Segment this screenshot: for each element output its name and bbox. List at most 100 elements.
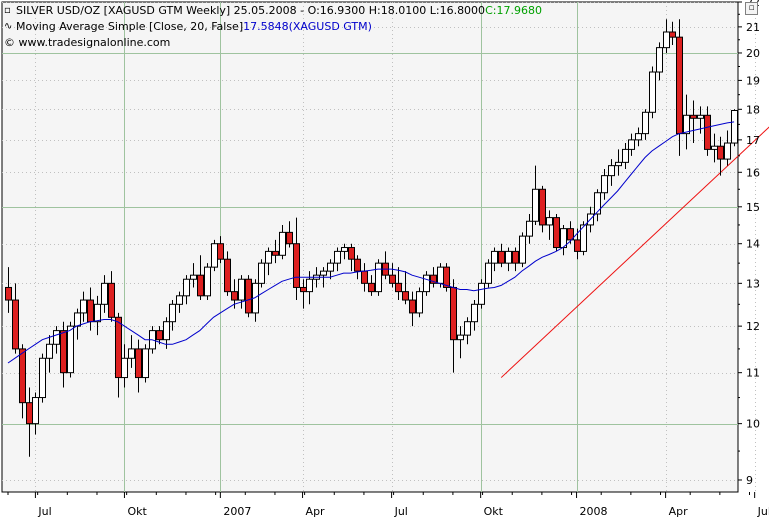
trend-line-group — [500, 126, 769, 378]
candle — [539, 185, 546, 233]
candle-body-up — [334, 250, 341, 264]
candle-body-down — [539, 188, 546, 226]
candle-body-down — [409, 299, 416, 314]
candle-body-down — [430, 274, 437, 284]
candle — [663, 19, 670, 53]
candle-body-up — [32, 397, 39, 425]
candle — [197, 255, 204, 301]
y-tick-label: 15 — [746, 201, 760, 214]
candle-body-down — [361, 270, 368, 284]
close-value: C:17.9680 — [485, 4, 542, 17]
candle-body-up — [491, 250, 498, 264]
candle-body-down — [197, 274, 204, 297]
candle-body-down — [272, 250, 279, 256]
candle-body-down — [354, 258, 361, 272]
candle-body-up — [642, 111, 649, 135]
x-tick-label: Okt — [127, 505, 147, 518]
candle — [211, 239, 218, 272]
candle — [471, 300, 478, 331]
candle — [567, 221, 574, 244]
candle — [348, 243, 355, 272]
candle-body-up — [121, 357, 128, 379]
candle — [183, 275, 190, 305]
candle — [683, 94, 690, 150]
candle-body-down — [60, 330, 67, 374]
y-tick-label: 14 — [746, 238, 760, 251]
candle-body-up — [39, 357, 46, 399]
candle-body-up — [683, 114, 690, 135]
candle — [135, 339, 142, 393]
candle — [108, 271, 115, 322]
candle-body-up — [601, 175, 608, 194]
candle-body-down — [395, 282, 402, 293]
candle-body-up — [615, 161, 622, 167]
candle — [731, 109, 738, 147]
legend-row-ma[interactable]: ∿ Moving Average Simple [Close, 20, Fals… — [4, 19, 542, 35]
candle — [265, 247, 272, 276]
candle — [375, 259, 382, 296]
y-tick-label: 10 — [746, 418, 760, 431]
candle-body-down — [669, 31, 676, 38]
plot-area[interactable] — [1, 1, 739, 493]
candle-body-up — [724, 142, 731, 160]
candle-body-down — [5, 286, 12, 301]
candle-body-down — [553, 217, 560, 249]
candle — [327, 259, 334, 280]
candle — [485, 259, 492, 288]
candle — [717, 136, 724, 176]
candle-body-down — [676, 36, 683, 135]
candle — [169, 300, 176, 331]
candle-body-down — [224, 258, 231, 293]
candle — [121, 344, 128, 388]
y-tick-label: 9 — [746, 474, 753, 487]
candle — [115, 312, 122, 398]
legend-row-copyright: © www.tradesignalonline.com — [4, 35, 542, 51]
y-tick-label: 21 — [746, 21, 760, 34]
y-tick-label: 13 — [746, 277, 760, 290]
candle — [53, 326, 60, 354]
candle — [279, 224, 286, 260]
candle-body-down — [389, 274, 396, 284]
candle — [306, 271, 313, 305]
candle — [101, 275, 108, 313]
restore-window-icon[interactable]: ▫ — [745, 2, 758, 15]
candle — [690, 100, 697, 144]
candle-body-up — [423, 274, 430, 293]
candle — [526, 213, 533, 244]
x-tick-label: Jul — [757, 505, 769, 518]
candle-body-down — [402, 291, 409, 301]
ma-label: Moving Average Simple [Close, 20, False] — [16, 20, 244, 33]
candle — [615, 149, 622, 176]
candle-body-up — [320, 270, 327, 276]
candle-body-down — [245, 278, 252, 314]
candle-body-up — [519, 235, 526, 264]
candle-body-up — [594, 192, 601, 215]
candle — [491, 247, 498, 272]
candle-body-up — [437, 266, 444, 284]
candle-body-down — [574, 239, 581, 252]
candle — [601, 168, 608, 200]
wave-icon: ∿ — [4, 21, 13, 32]
candle — [430, 267, 437, 288]
copyright-text: © www.tradesignalonline.com — [4, 36, 171, 49]
y-tick-label: 12 — [746, 320, 760, 333]
candle-body-up — [416, 291, 423, 314]
candle — [457, 326, 464, 359]
candle-body-up — [190, 274, 197, 280]
x-tick-label: Okt — [484, 505, 504, 518]
candle-body-up — [546, 217, 553, 226]
candle — [163, 317, 170, 349]
candle — [5, 267, 12, 313]
candle-body-up — [697, 114, 704, 119]
candle-body-up — [526, 220, 533, 237]
candle-body-up — [279, 231, 286, 256]
y-tick-label: 18 — [746, 103, 760, 116]
candle-body-up — [53, 330, 60, 345]
candle — [128, 335, 135, 368]
candle — [478, 279, 485, 309]
candle-body-down — [450, 286, 457, 341]
plot-background[interactable] — [1, 1, 739, 493]
candle — [190, 263, 197, 288]
